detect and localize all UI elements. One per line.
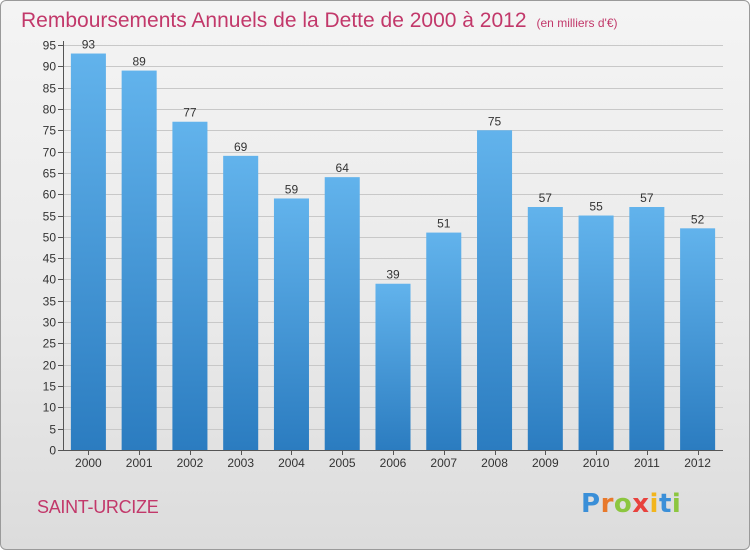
bar: [172, 121, 208, 450]
y-tick-label: 75: [43, 124, 57, 138]
logo-letter: i: [671, 489, 682, 519]
bar-value-label: 64: [336, 161, 350, 175]
bar: [680, 228, 716, 450]
y-tick-label: 0: [49, 444, 56, 458]
y-tick-label: 40: [43, 273, 57, 287]
x-tick-label: 2002: [177, 456, 204, 470]
bar-value-label: 55: [589, 200, 603, 214]
bar-value-label: 57: [539, 191, 553, 205]
logo-letter: i: [649, 489, 659, 519]
y-tick-label: 5: [49, 423, 56, 437]
y-tick-label: 55: [43, 210, 57, 224]
y-tick-label: 30: [43, 316, 57, 330]
logo-letter: t: [658, 489, 672, 519]
y-tick-label: 45: [43, 252, 57, 266]
bar-value-label: 59: [285, 182, 299, 196]
bar: [527, 207, 563, 450]
x-tick-label: 2011: [634, 456, 660, 470]
x-tick-label: 2007: [430, 456, 457, 470]
y-tick-label: 85: [43, 82, 57, 96]
y-tick-label: 25: [43, 337, 57, 351]
y-tick-label: 35: [43, 295, 57, 309]
bar-value-label: 52: [691, 212, 705, 226]
bar-value-label: 89: [132, 55, 146, 69]
bar: [629, 207, 665, 450]
y-tick-label: 90: [43, 60, 57, 74]
x-tick-label: 2005: [329, 456, 356, 470]
chart-subtitle: (en milliers d'€): [536, 16, 618, 30]
x-tick-label: 2003: [227, 456, 254, 470]
bar: [578, 215, 614, 450]
logo-letter: P: [581, 489, 601, 519]
bars: 93 89 77 69 59 64 39 51 75 57 55 57 52: [70, 38, 716, 451]
bar: [121, 70, 157, 450]
bar: [273, 198, 309, 450]
logo-letter: r: [600, 489, 614, 519]
bar-value-label: 51: [437, 217, 451, 231]
bar: [477, 130, 513, 450]
town-name: SAINT-URCIZE: [37, 497, 159, 517]
x-tick-label: 2001: [126, 456, 153, 470]
y-tick-label: 10: [43, 401, 57, 415]
y-tick-label: 80: [43, 103, 57, 117]
bar: [70, 53, 106, 451]
bar: [324, 177, 360, 450]
bar: [375, 283, 411, 450]
bar-value-label: 93: [82, 38, 96, 52]
bar-value-label: 77: [183, 106, 197, 120]
proxiti-logo: Proxiti: [581, 489, 681, 519]
bar: [223, 155, 259, 450]
logo-letter: x: [632, 489, 650, 519]
x-tick-label: 2004: [278, 456, 305, 470]
axes: 0 5 10 15 20 25 30 35 40 45 50 55 60 65 70 75 80 85 90 95 20…: [43, 39, 723, 470]
bar-value-label: 69: [234, 140, 248, 154]
y-tick-label: 15: [43, 380, 57, 394]
chart-title: Remboursements Annuels de la Dette de 20…: [21, 9, 618, 33]
x-tick-label: 2006: [380, 456, 407, 470]
bar-value-label: 75: [488, 114, 502, 128]
logo-letter: o: [613, 489, 633, 519]
x-tick-label: 2009: [532, 456, 559, 470]
bar-value-label: 57: [640, 191, 654, 205]
y-tick-label: 20: [43, 359, 57, 373]
x-tick-label: 2008: [481, 456, 508, 470]
y-tick-label: 50: [43, 231, 57, 245]
y-tick-label: 70: [43, 146, 57, 160]
x-tick-label: 2000: [75, 456, 102, 470]
title-text: Remboursements Annuels de la Dette de 20…: [21, 9, 527, 32]
x-tick-label: 2012: [684, 456, 711, 470]
y-tick-label: 95: [43, 39, 57, 53]
y-tick-label: 65: [43, 167, 57, 181]
bar-value-label: 39: [386, 268, 400, 282]
y-tick-label: 60: [43, 188, 57, 202]
x-tick-label: 2010: [583, 456, 610, 470]
bar: [426, 232, 462, 450]
